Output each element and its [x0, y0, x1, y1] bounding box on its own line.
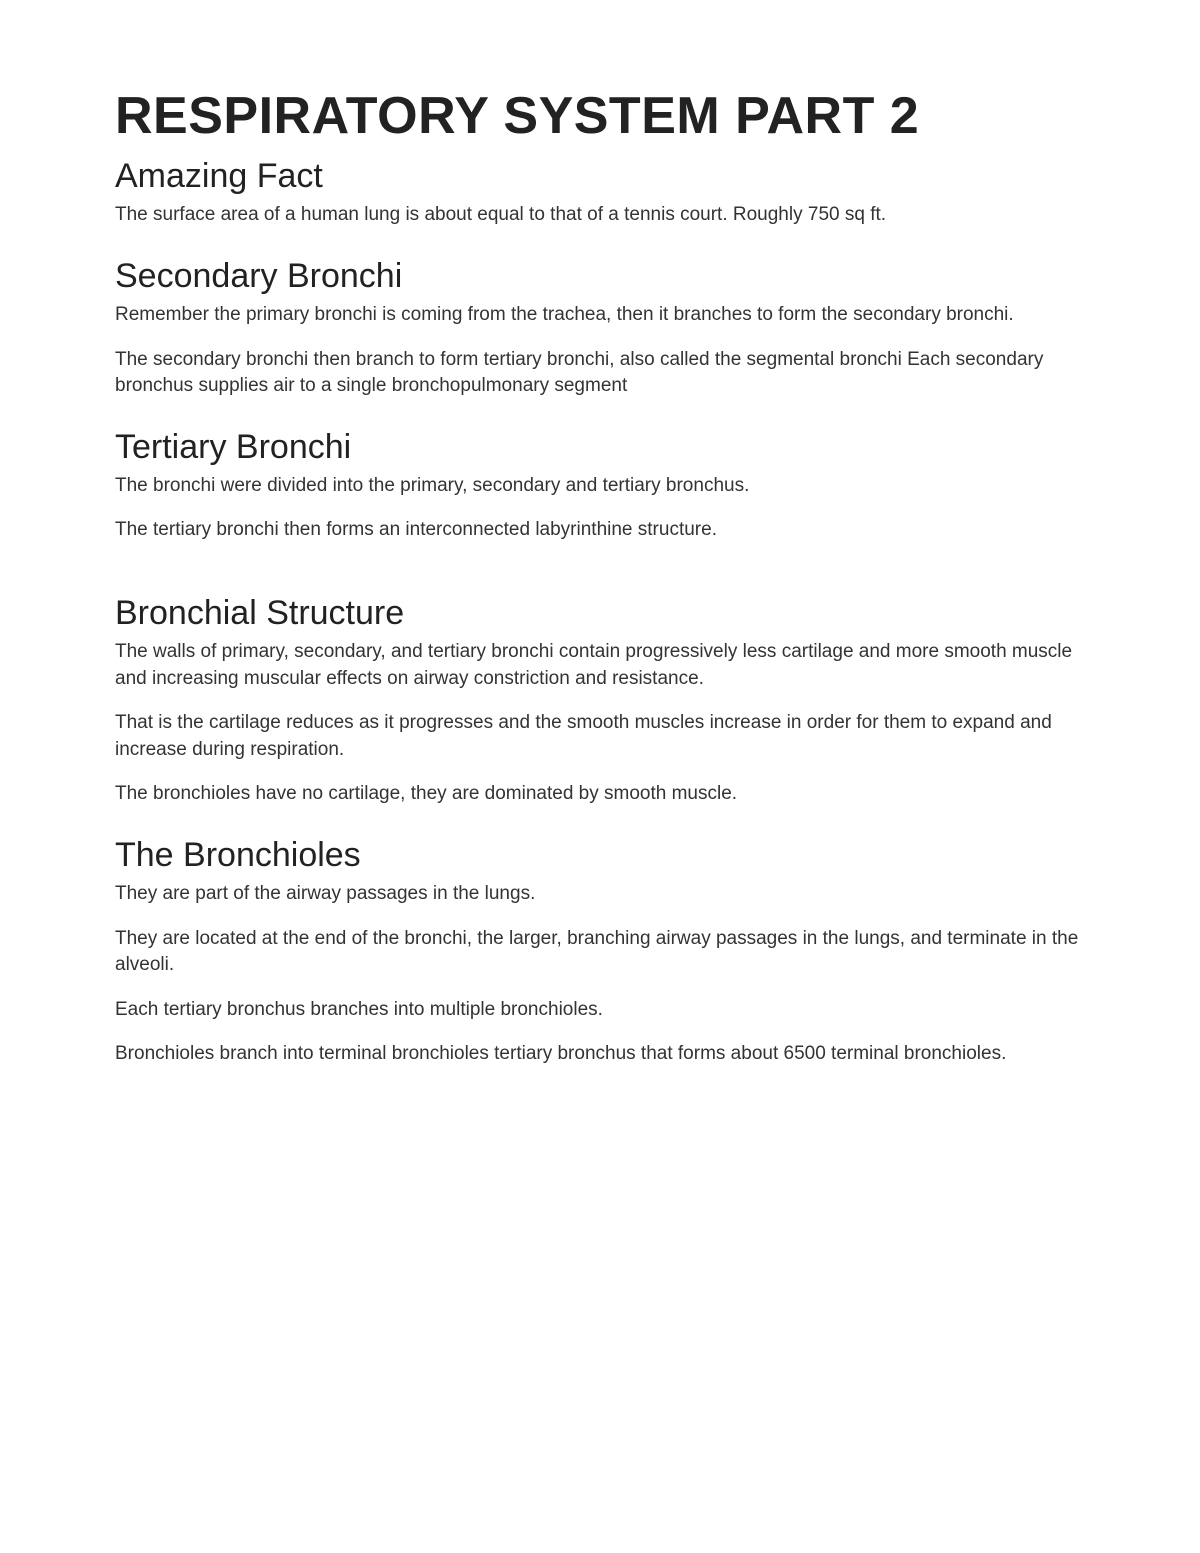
section-tertiary-bronchi: Tertiary Bronchi The bronchi were divide…: [115, 428, 1085, 544]
body-text: Each tertiary bronchus branches into mul…: [115, 997, 1085, 1024]
section-heading: Tertiary Bronchi: [115, 428, 1085, 467]
body-text: That is the cartilage reduces as it prog…: [115, 710, 1085, 763]
page-title: RESPIRATORY SYSTEM PART 2: [115, 85, 1085, 147]
body-text: Remember the primary bronchi is coming f…: [115, 302, 1085, 329]
section-heading: Bronchial Structure: [115, 594, 1085, 633]
body-text: The bronchioles have no cartilage, they …: [115, 781, 1085, 808]
section-the-bronchioles: The Bronchioles They are part of the air…: [115, 836, 1085, 1068]
body-text: The tertiary bronchi then forms an inter…: [115, 517, 1085, 544]
body-text: They are located at the end of the bronc…: [115, 926, 1085, 979]
body-text: The surface area of a human lung is abou…: [115, 202, 1085, 229]
body-text: The bronchi were divided into the primar…: [115, 473, 1085, 500]
section-amazing-fact: Amazing Fact The surface area of a human…: [115, 157, 1085, 229]
section-heading: Secondary Bronchi: [115, 257, 1085, 296]
body-text: They are part of the airway passages in …: [115, 881, 1085, 908]
section-secondary-bronchi: Secondary Bronchi Remember the primary b…: [115, 257, 1085, 400]
body-text: The secondary bronchi then branch to for…: [115, 347, 1085, 400]
body-text: Bronchioles branch into terminal bronchi…: [115, 1041, 1085, 1068]
section-heading: Amazing Fact: [115, 157, 1085, 196]
body-text: The walls of primary, secondary, and ter…: [115, 639, 1085, 692]
section-bronchial-structure: Bronchial Structure The walls of primary…: [115, 594, 1085, 808]
section-heading: The Bronchioles: [115, 836, 1085, 875]
